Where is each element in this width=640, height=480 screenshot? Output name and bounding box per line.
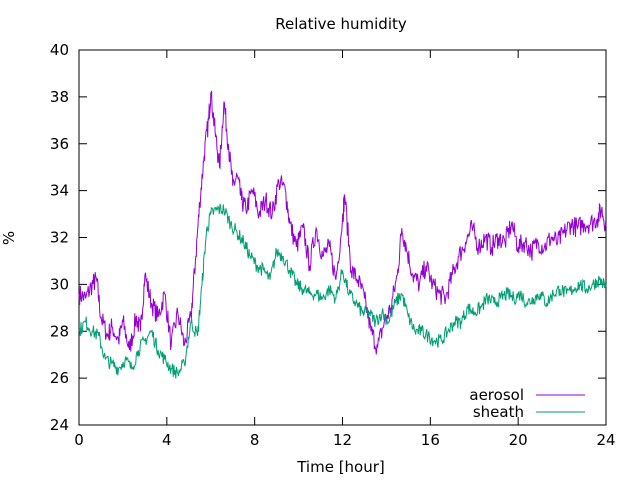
- x-tick-label: 20: [509, 431, 528, 449]
- legend-label-sheath: sheath: [473, 403, 524, 421]
- y-tick-label: 26: [50, 369, 69, 387]
- x-tick-label: 12: [333, 431, 352, 449]
- plot-frame: [78, 49, 607, 426]
- y-tick-label: 36: [50, 135, 69, 153]
- x-tick-label: 24: [596, 431, 615, 449]
- y-axis-label: %: [0, 231, 18, 245]
- y-axis: 24 26 28 30 32 34 36 38 40: [50, 41, 606, 434]
- series-line-sheath: [78, 203, 607, 379]
- x-tick-label: 16: [421, 431, 440, 449]
- x-axis: 0 4 8 12 16 20 24: [74, 50, 616, 449]
- y-tick-label: 24: [50, 416, 69, 434]
- y-tick-label: 38: [50, 88, 69, 106]
- y-tick-label: 32: [50, 229, 69, 247]
- y-tick-label: 28: [50, 322, 69, 340]
- y-tick-label: 40: [50, 41, 69, 59]
- x-axis-label: Time [hour]: [296, 458, 385, 476]
- x-tick-label: 8: [250, 431, 260, 449]
- y-tick-label: 34: [50, 182, 69, 200]
- x-tick-label: 4: [162, 431, 172, 449]
- legend-label-aerosol: aerosol: [469, 386, 524, 404]
- chart-title: Relative humidity: [275, 15, 407, 33]
- series-group: [78, 90, 607, 379]
- y-tick-label: 30: [50, 275, 69, 293]
- x-tick-label: 0: [74, 431, 84, 449]
- series-line-aerosol: [78, 90, 607, 355]
